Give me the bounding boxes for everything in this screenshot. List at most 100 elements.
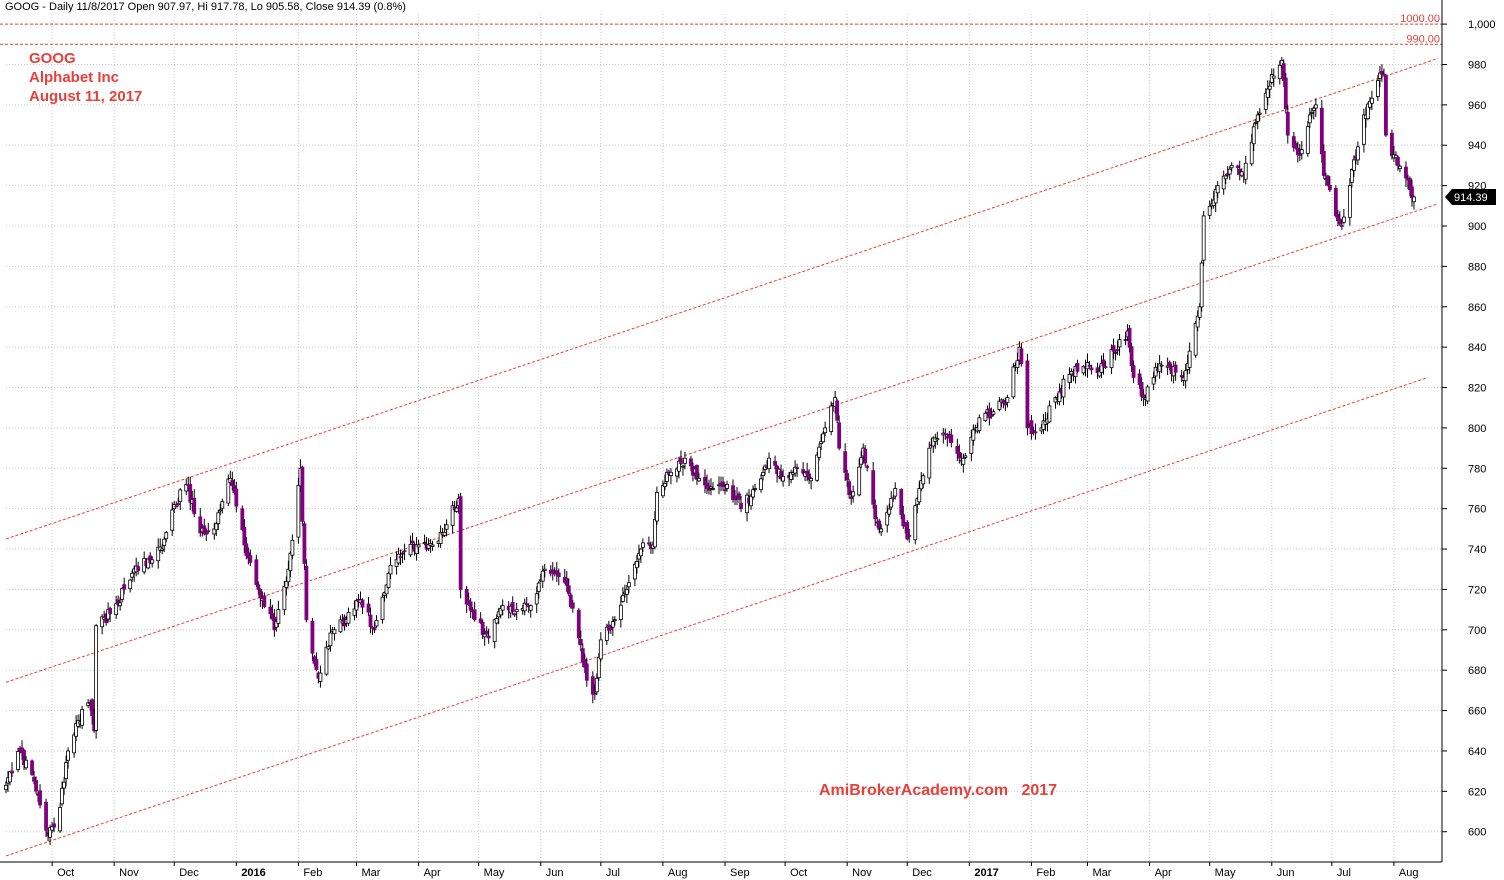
candle-body — [681, 465, 685, 468]
candle — [276, 600, 281, 628]
candle-body — [1370, 97, 1374, 104]
candle — [931, 436, 936, 453]
candle — [324, 640, 329, 676]
candle-body — [1151, 377, 1156, 385]
candle-body — [1195, 315, 1200, 328]
candle — [1025, 353, 1030, 436]
candle-body — [74, 723, 78, 737]
candle — [821, 431, 826, 443]
candle-body — [1221, 175, 1226, 190]
candle-body — [214, 523, 219, 531]
candle — [1053, 396, 1058, 409]
channel-lines — [5, 57, 1439, 857]
candle — [636, 544, 641, 567]
candle — [837, 415, 842, 451]
candle — [789, 469, 793, 484]
candle — [1129, 343, 1134, 372]
candle-body — [1041, 420, 1046, 430]
candle — [354, 598, 359, 618]
candle — [779, 464, 783, 482]
candle-body — [1293, 143, 1298, 149]
candle — [500, 599, 505, 616]
candle-body — [620, 595, 625, 602]
candle — [807, 469, 812, 485]
candle-body — [1067, 374, 1072, 383]
candle-body — [326, 646, 331, 650]
candle — [795, 463, 800, 477]
candle — [524, 596, 529, 607]
candle — [1139, 377, 1144, 401]
candle-body — [482, 633, 487, 638]
candle-body — [749, 495, 753, 507]
candle-body — [514, 609, 519, 612]
candle-body — [632, 563, 637, 580]
x-tick-label: Mar — [1093, 867, 1112, 879]
candle — [534, 586, 539, 613]
candle — [1123, 331, 1128, 346]
y-tick-label: 680 — [1468, 665, 1486, 677]
candle — [1333, 185, 1338, 218]
candle-body — [887, 508, 892, 515]
candle — [94, 623, 99, 739]
candle — [1327, 176, 1332, 193]
candle — [162, 536, 167, 552]
candle — [725, 480, 729, 492]
candle — [408, 535, 413, 557]
candle-body — [302, 523, 307, 564]
candle-body — [1087, 364, 1092, 367]
channel-line-3 — [5, 376, 1429, 857]
candle-body — [1279, 60, 1284, 66]
x-tick-label: Dec — [179, 867, 199, 879]
candle-body — [1115, 349, 1120, 352]
candle — [566, 578, 571, 597]
candle — [22, 748, 26, 771]
y-tick-label: 980 — [1468, 59, 1486, 71]
candle — [733, 490, 737, 506]
annotation-date: August 11, 2017 — [29, 88, 143, 105]
candle — [60, 781, 64, 807]
candle — [739, 496, 743, 513]
candle-body — [917, 488, 922, 503]
candle — [304, 559, 309, 623]
candle-body — [1291, 136, 1296, 148]
y-tick-label: 720 — [1468, 584, 1486, 596]
candle — [1267, 80, 1272, 98]
candle — [422, 534, 427, 546]
candle — [1235, 164, 1240, 176]
candle-body — [1001, 399, 1006, 404]
candle — [72, 732, 76, 758]
candle-body — [522, 602, 527, 612]
candle-body — [480, 621, 485, 635]
candle-body — [430, 544, 435, 547]
candle-body — [64, 762, 68, 780]
candle — [955, 438, 960, 462]
candle — [1057, 383, 1062, 406]
candle — [1197, 303, 1202, 321]
candle-body — [927, 447, 932, 479]
candle-body — [450, 505, 455, 526]
candle-body — [689, 458, 693, 467]
candle-body — [536, 582, 541, 592]
x-tick-label: Feb — [303, 867, 322, 879]
candle — [522, 598, 527, 616]
candle — [1291, 131, 1296, 152]
candle-body — [1057, 391, 1062, 402]
candle — [1117, 334, 1122, 356]
candle — [592, 684, 597, 700]
candle — [1277, 60, 1282, 85]
candle-body — [176, 503, 181, 506]
candle — [326, 645, 331, 650]
candle — [148, 552, 153, 565]
candle-body — [1249, 141, 1254, 165]
candle — [1113, 350, 1118, 361]
candle — [761, 467, 765, 481]
candle — [458, 492, 463, 599]
candle-body — [987, 408, 992, 419]
candle — [284, 576, 289, 596]
candle-body — [1153, 366, 1158, 377]
x-tick-label: Jun — [546, 867, 564, 879]
candle-body — [286, 568, 291, 583]
candle-body — [274, 620, 279, 628]
candle — [106, 602, 111, 623]
candle — [891, 495, 896, 502]
